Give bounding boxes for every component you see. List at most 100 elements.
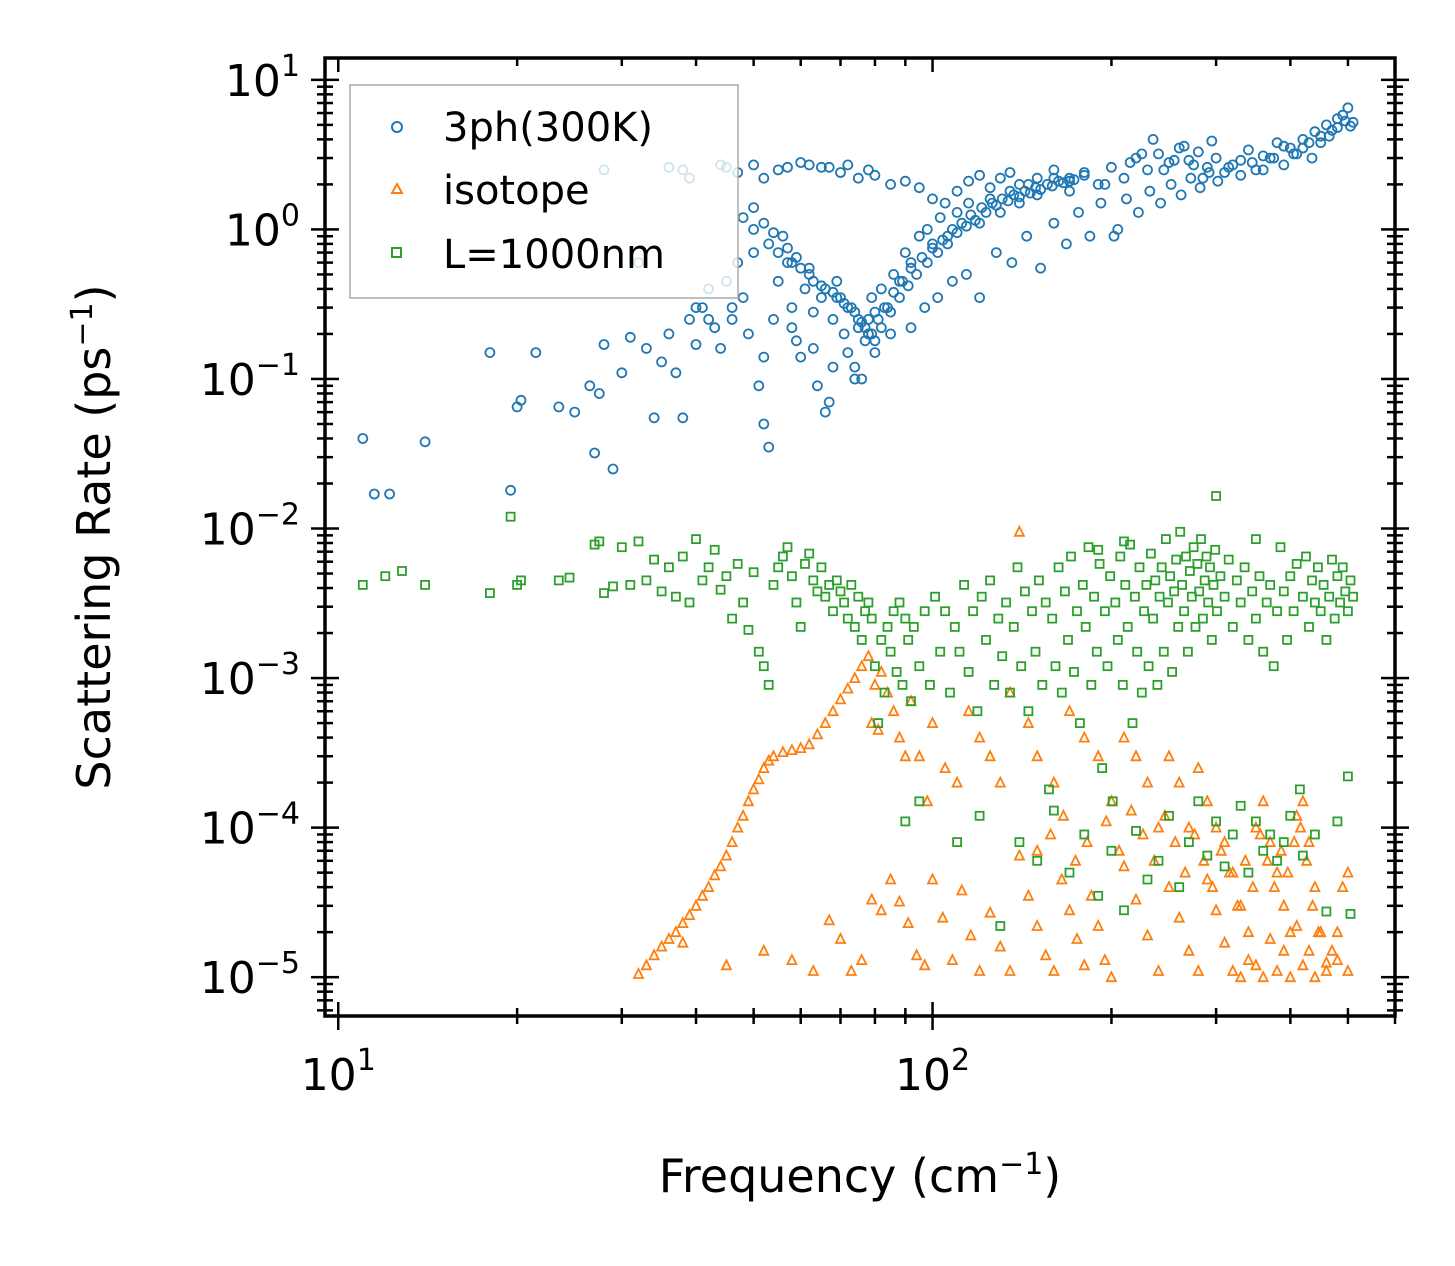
data-point: [807, 306, 819, 318]
data-point: [1171, 554, 1182, 565]
data-point: [648, 412, 660, 424]
data-point: [758, 418, 770, 430]
data-point: [921, 257, 933, 269]
data-point: [1130, 591, 1140, 602]
data-point: [863, 164, 874, 176]
data-point: [1047, 613, 1058, 624]
data-point: [1321, 119, 1332, 131]
data-point: [974, 292, 985, 304]
data-point: [1345, 575, 1356, 586]
data-point: [1223, 865, 1236, 878]
data-point: [1242, 953, 1255, 965]
data-point: [616, 367, 628, 379]
data-point: [1092, 749, 1105, 762]
data-point: [1335, 597, 1345, 608]
data-point: [1002, 195, 1014, 207]
data-point: [1075, 718, 1085, 728]
data-point: [397, 566, 407, 576]
data-point: [1342, 102, 1354, 114]
data-point: [1188, 827, 1201, 840]
data-point: [715, 584, 726, 595]
data-point: [1194, 586, 1205, 597]
data-point: [726, 835, 739, 847]
data-point: [1258, 845, 1269, 856]
data-point: [516, 575, 526, 586]
data-point: [1277, 943, 1290, 956]
data-point: [1308, 970, 1321, 983]
data-point: [1198, 613, 1208, 624]
data-point: [1105, 571, 1116, 582]
data-point: [1348, 591, 1358, 602]
data-point: [856, 316, 868, 328]
data-point: [777, 230, 789, 242]
data-point: [1050, 661, 1061, 672]
data-point: [703, 313, 714, 325]
data-point: [1265, 580, 1276, 590]
data-point: [1323, 130, 1335, 142]
data-point: [799, 283, 811, 295]
data-point: [1155, 197, 1166, 209]
data-point: [1174, 882, 1185, 892]
data-point: [1291, 148, 1303, 160]
data-point: [732, 559, 743, 569]
data-point: [831, 575, 842, 586]
data-point: [1298, 850, 1308, 861]
data-point: [839, 597, 849, 608]
data-point: [803, 737, 816, 750]
data-point: [913, 182, 925, 194]
data-point: [1068, 174, 1080, 186]
data-point: [800, 559, 810, 569]
data-point: [972, 706, 983, 717]
series-2: [357, 491, 1358, 931]
data-point: [1014, 837, 1025, 847]
data-point: [961, 220, 972, 232]
data-point: [1215, 571, 1226, 582]
data-point: [885, 646, 896, 657]
data-point: [697, 575, 708, 586]
data-point: [1278, 140, 1290, 152]
data-point: [834, 931, 847, 944]
data-point: [1044, 827, 1057, 840]
data-point: [1182, 820, 1195, 833]
data-point: [1297, 142, 1309, 154]
data-point: [888, 286, 899, 298]
y-tick-label: 10−2: [200, 498, 300, 556]
data-point: [1288, 148, 1299, 160]
data-point: [758, 172, 770, 184]
data-point: [1223, 161, 1235, 173]
data-point: [1327, 554, 1337, 565]
data-point: [1201, 872, 1214, 885]
data-point: [648, 948, 661, 961]
data-point: [1047, 963, 1060, 976]
data-point: [973, 963, 986, 976]
data-point: [786, 322, 798, 334]
data-point: [1144, 185, 1156, 197]
data-point: [1295, 784, 1305, 795]
data-point: [1031, 172, 1043, 184]
data-point: [782, 242, 793, 254]
data-point: [1201, 551, 1212, 562]
data-point: [951, 227, 963, 239]
data-point: [625, 580, 636, 590]
data-point: [1142, 874, 1153, 885]
data-point: [773, 562, 784, 573]
data-point: [868, 677, 881, 690]
data-point: [848, 671, 861, 683]
data-point: [1046, 180, 1058, 192]
data-point: [1035, 184, 1046, 195]
data-point: [1219, 861, 1230, 872]
legend-box: [349, 84, 739, 299]
data-point: [846, 580, 857, 590]
data-point: [748, 202, 759, 214]
data-point: [1112, 635, 1123, 645]
data-point: [1231, 898, 1244, 911]
data-point: [841, 681, 854, 694]
data-point: [1020, 586, 1030, 597]
data-point: [823, 913, 836, 926]
data-point: [1153, 148, 1164, 160]
data-point: [811, 727, 824, 740]
data-point: [553, 575, 564, 586]
data-point: [1147, 133, 1159, 145]
plot-frame: [323, 56, 1397, 1018]
data-point: [1197, 172, 1209, 184]
